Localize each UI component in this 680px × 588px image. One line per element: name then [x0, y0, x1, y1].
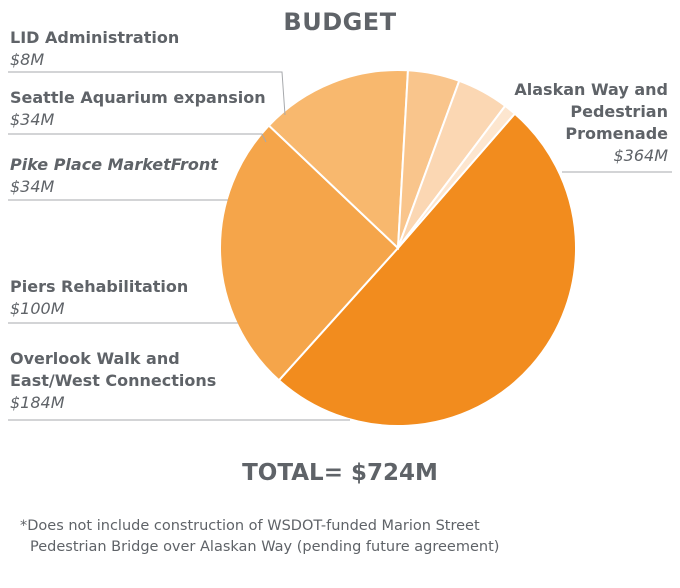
- label-overlook-walk: Overlook Walk and East/West Connections …: [10, 348, 216, 414]
- slice-value: $8M: [10, 50, 45, 69]
- total-label: TOTAL= $724M: [242, 460, 438, 486]
- slice-piers-rehabilitation: [267, 69, 410, 251]
- label-pike-place: Pike Place MarketFront $34M: [10, 154, 218, 198]
- footnote-line: Pedestrian Bridge over Alaskan Way (pend…: [30, 539, 500, 555]
- slice-name: East/West Connections: [10, 371, 217, 390]
- slice-name: Pike Place MarketFront: [10, 155, 218, 174]
- slice-name: Seattle Aquarium expansion: [10, 88, 266, 107]
- slice-name: Promenade: [565, 124, 668, 143]
- slice-name: LID Administration: [10, 28, 180, 47]
- slice-value: $100M: [10, 299, 65, 318]
- label-alaskan-way: Alaskan Way and Pedestrian Promenade $36…: [514, 79, 668, 167]
- slice-name: Pedestrian: [570, 102, 668, 121]
- slice-alaskan-way: [277, 112, 578, 428]
- label-piers-rehabilitation: Piers Rehabilitation $100M: [10, 276, 188, 320]
- leader-seattle-aquarium: [8, 133, 267, 143]
- slice-overlook-walk: [219, 124, 400, 382]
- slice-value: $184M: [10, 393, 65, 412]
- slice-value: $364M: [613, 146, 668, 165]
- slice-value: $34M: [10, 110, 55, 129]
- slice-name: Piers Rehabilitation: [10, 277, 189, 296]
- slice-value: $34M: [10, 177, 55, 196]
- slice-name: Alaskan Way and: [514, 80, 668, 99]
- label-seattle-aquarium: Seattle Aquarium expansion $34M: [10, 87, 266, 131]
- label-lid-administration: LID Administration $8M: [10, 27, 179, 71]
- slice-lid-administration: [397, 104, 517, 249]
- leader-lid-administration: [8, 71, 286, 116]
- footnote-line: *Does not include construction of WSDOT-…: [20, 518, 480, 534]
- chart-title: BUDGET: [283, 8, 397, 36]
- slice-name: Overlook Walk and: [10, 349, 180, 368]
- footnote: *Does not include construction of WSDOT-…: [20, 516, 499, 558]
